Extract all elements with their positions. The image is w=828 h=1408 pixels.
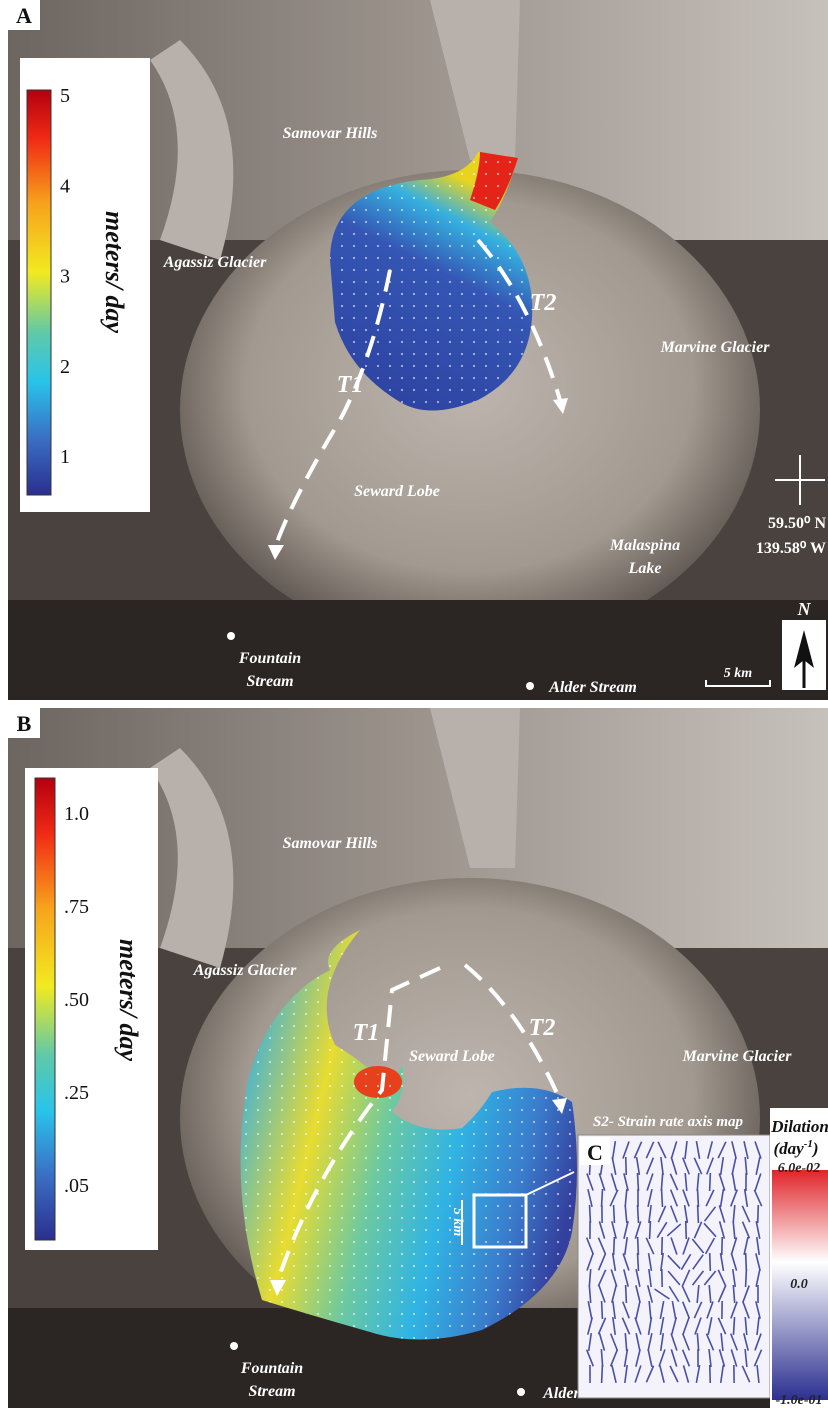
stream-marker <box>526 682 534 690</box>
place-label: Samovar Hills <box>283 835 378 852</box>
colorbar-tick-label: .75 <box>64 896 89 918</box>
colorbar-title: meters/ day <box>114 939 143 1061</box>
colorbar-tick-label: 2 <box>60 356 70 378</box>
strain-axis <box>602 1365 603 1383</box>
unit-close: ) <box>811 1139 819 1158</box>
colorbar-tick-label: 1.0 <box>64 803 89 825</box>
colorbar-tick-label: 4 <box>60 175 70 197</box>
place-label: Agassiz Glacier <box>193 962 297 979</box>
strain-axis <box>638 1237 639 1255</box>
strain-axis <box>638 1253 639 1271</box>
strain-axis <box>662 1237 663 1255</box>
stream-marker <box>230 1342 238 1350</box>
colorbar-title: meters/ day <box>100 211 129 333</box>
strain-axis <box>626 1285 627 1303</box>
stream-marker <box>517 1388 525 1396</box>
place-label: Fountain <box>238 650 301 667</box>
colorbar <box>27 90 51 495</box>
strain-axis <box>710 1365 711 1383</box>
place-label: Lake <box>628 560 662 577</box>
strain-axis <box>686 1221 687 1239</box>
transect-label: T1 <box>353 1020 380 1046</box>
panel-label: B <box>17 711 32 736</box>
panel-label: C <box>587 1140 603 1165</box>
place-label: Samovar Hills <box>283 125 378 142</box>
colorbar-tick-label: 5 <box>60 85 70 107</box>
scale-label: 5 km <box>724 666 753 681</box>
strain-axis <box>614 1205 615 1223</box>
page-body: A 5 4 3 2 1 meters/ day Samovar Hills Agassiz… <box>0 0 828 1408</box>
inset-colorbar-title: Dilation <box>770 1117 828 1136</box>
colorbar-tick-label: .50 <box>64 989 89 1011</box>
strain-axis <box>602 1189 603 1207</box>
place-label: Seward Lobe <box>354 483 440 500</box>
inset-title: S2- Strain rate axis map <box>593 1114 744 1130</box>
place-label: Fountain <box>240 1360 303 1377</box>
stream-marker <box>227 632 235 640</box>
place-label: Marvine Glacier <box>660 339 771 356</box>
strain-axis <box>733 1317 734 1335</box>
strain-axis <box>614 1237 615 1255</box>
unit-exponent: -1 <box>804 1138 813 1150</box>
strain-axis <box>650 1221 651 1239</box>
place-label: Marvine Glacier <box>682 1048 793 1065</box>
strain-axis <box>638 1205 639 1223</box>
strain-axis <box>746 1269 747 1287</box>
place-label: Stream <box>248 1383 295 1400</box>
strain-axis <box>698 1189 699 1207</box>
panel-label: A <box>16 3 32 28</box>
colorbar-tick-label: .05 <box>64 1175 89 1197</box>
transect-label: T2 <box>529 1015 556 1041</box>
strain-axis <box>746 1253 747 1271</box>
strain-axis <box>710 1253 711 1271</box>
scale-label: 5 km <box>450 1208 465 1237</box>
strain-axis <box>662 1189 663 1207</box>
colorbar-tick-label: -1.0e-01 <box>775 1393 822 1408</box>
north-label: N <box>797 599 812 619</box>
place-label: Alder Stream <box>548 679 637 696</box>
strain-axis <box>710 1173 711 1191</box>
colorbar-tick-label: .25 <box>64 1082 89 1104</box>
transect-label: T2 <box>530 290 557 316</box>
colorbar-tick-label: 1 <box>60 446 70 468</box>
strain-axis <box>758 1205 759 1223</box>
page: Glacier velocity maps {"panels": [ {"lab… <box>0 0 828 1408</box>
place-label: Malaspina <box>609 537 680 554</box>
place-label: Agassiz Glacier <box>163 254 267 271</box>
strain-axis <box>698 1205 699 1223</box>
strain-axis <box>638 1173 639 1191</box>
place-label: Stream <box>246 673 293 690</box>
colorbar <box>35 778 55 1240</box>
colorbar-tick-label: 0.0 <box>790 1277 808 1292</box>
place-label: Seward Lobe <box>409 1048 495 1065</box>
figure: A 5 4 3 2 1 meters/ day Samovar Hills Agassiz… <box>0 0 828 1408</box>
coordinate: 59.50⁰ N <box>768 515 826 532</box>
strain-axis <box>602 1301 603 1319</box>
transect-label: T1 <box>337 372 364 398</box>
colorbar-tick-label: 3 <box>60 266 70 288</box>
unit-base: (day <box>773 1139 804 1158</box>
coordinate: 139.58⁰ W <box>756 540 826 557</box>
colorbar-tick-label: 6.0e-02 <box>778 1161 820 1176</box>
strain-axis <box>590 1205 591 1223</box>
